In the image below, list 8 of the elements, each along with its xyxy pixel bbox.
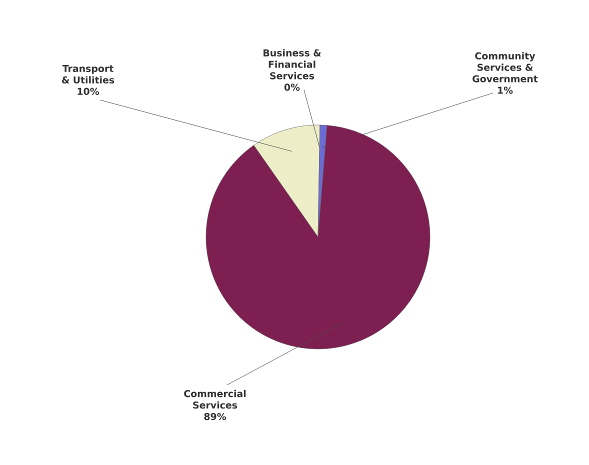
data-label: 10% — [78, 88, 100, 95]
slice-label: Transport & Utilities — [62, 65, 114, 84]
slice-label: Community Services & Government — [472, 52, 538, 82]
data-label: 89% — [204, 412, 226, 420]
data-label: 1% — [498, 86, 513, 94]
category-label: Business & Financial Services — [264, 49, 321, 80]
slice-label: Commercial Services — [184, 390, 246, 409]
text: 0% — [284, 84, 300, 91]
